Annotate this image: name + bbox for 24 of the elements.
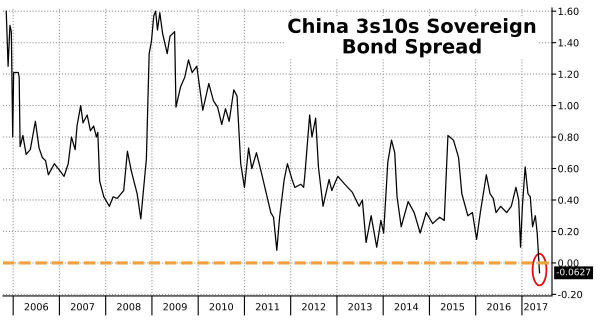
x-tick-label: 2008 [117,303,141,310]
y-tick-label: -0.20 [558,290,582,298]
y-tick-label: 1.20 [558,70,579,78]
annotation: -0.0627 [556,268,590,276]
y-tick-label: 1.60 [558,8,579,16]
x-tick-label: 2014 [394,303,418,310]
y-tick-label: 0.60 [558,164,579,172]
x-tick-label: 2009 [163,303,187,310]
text: China 3s10s Sovereign Bond Spread [288,18,536,58]
x-tick-label: 2011 [256,303,280,310]
y-tick-label: 0.40 [558,196,579,204]
x-tick-label: 2012 [302,303,326,310]
x-tick-label: 2006 [24,303,48,310]
y-tick-label: 1.00 [558,102,579,110]
y-tick-label: 1.40 [558,39,579,46]
x-tick-label: 2016 [487,303,511,310]
y-tick-label: 0.00 [558,259,579,267]
x-tick-label: 2015 [440,303,464,310]
y-tick-label: 0.80 [558,134,579,141]
x-tick-label: 2013 [348,303,372,310]
y-tick-label: 0.20 [558,228,579,236]
x-tick-label: 2007 [70,303,94,310]
x-tick-label: 2017 [524,303,548,310]
x-tick-label: 2010 [210,303,234,310]
